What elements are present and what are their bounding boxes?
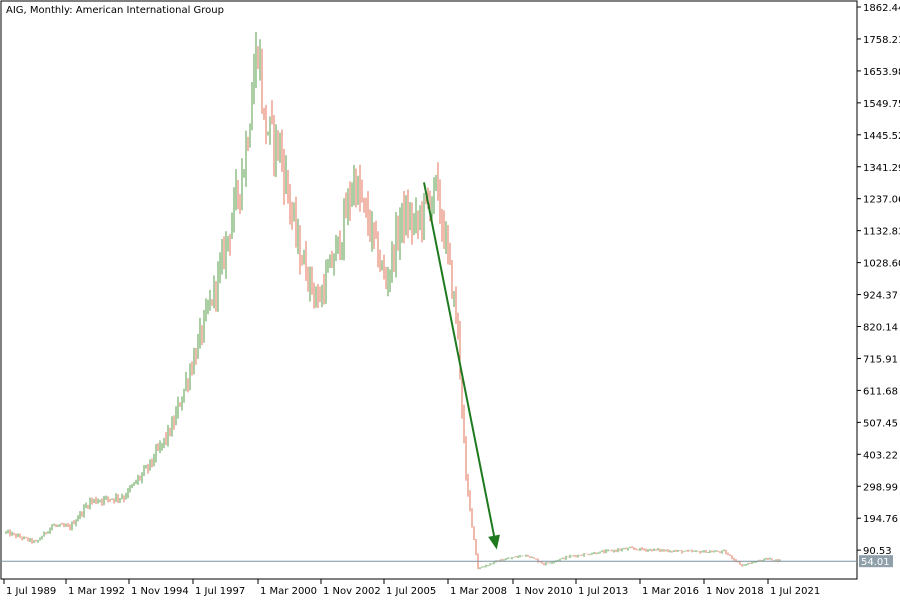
x-tick-label: 1 Jul 2005 bbox=[386, 586, 436, 597]
y-tick-label: 1445.52 bbox=[863, 131, 900, 142]
downtrend-arrow bbox=[423, 182, 500, 550]
price-tag: 54.01 bbox=[859, 555, 893, 568]
ohlc-bars bbox=[5, 31, 781, 570]
y-axis-ticks: 1862.44 1758.21 1653.98 1549.75 1445.52 1341.… bbox=[857, 3, 900, 557]
y-tick-label: 1341.29 bbox=[863, 163, 900, 174]
x-tick-label: 1 Nov 2010 bbox=[515, 586, 573, 597]
y-tick-label: 403.22 bbox=[863, 450, 898, 461]
y-tick-label: 1549.75 bbox=[863, 99, 900, 110]
x-tick-label: 1 Jul 1989 bbox=[6, 586, 56, 597]
x-tick-label: 1 Mar 2016 bbox=[642, 586, 699, 597]
x-tick-label: 1 Jul 2013 bbox=[578, 586, 628, 597]
arrow-head bbox=[488, 534, 500, 550]
y-tick-label: 1862.44 bbox=[863, 3, 900, 14]
x-tick-label: 1 Nov 1994 bbox=[131, 586, 189, 597]
x-tick-label: 1 Mar 2008 bbox=[450, 586, 507, 597]
y-tick-label: 1237.06 bbox=[863, 195, 900, 206]
x-tick-label: 1 Mar 1992 bbox=[68, 586, 125, 597]
y-tick-label: 715.91 bbox=[863, 354, 898, 365]
y-tick-label: 1653.98 bbox=[863, 67, 900, 78]
y-tick-label: 1758.21 bbox=[863, 35, 900, 46]
x-tick-label: 1 Nov 2002 bbox=[323, 586, 381, 597]
y-tick-label: 194.76 bbox=[863, 514, 898, 525]
y-tick-label: 507.45 bbox=[863, 418, 898, 429]
x-tick-label: 1 Mar 2000 bbox=[260, 586, 317, 597]
x-tick-label: 1 Nov 2018 bbox=[706, 586, 764, 597]
y-tick-label: 820.14 bbox=[863, 323, 898, 334]
price-tag-label: 54.01 bbox=[861, 557, 890, 568]
y-tick-label: 298.99 bbox=[863, 482, 898, 493]
y-tick-label: 90.53 bbox=[863, 546, 892, 557]
y-tick-label: 611.68 bbox=[863, 386, 898, 397]
y-tick-label: 1028.60 bbox=[863, 259, 900, 270]
x-tick-label: 1 Jul 2021 bbox=[770, 586, 820, 597]
x-tick-label: 1 Jul 1997 bbox=[195, 586, 245, 597]
plot-frame bbox=[0, 0, 858, 580]
y-tick-label: 1132.83 bbox=[863, 227, 900, 238]
chart-title: AIG, Monthly: American International Gro… bbox=[6, 5, 224, 16]
arrow-shaft bbox=[423, 182, 497, 546]
x-axis-ticks: 1 Jul 1989 1 Mar 1992 1 Nov 1994 1 Jul 1997… bbox=[3, 579, 820, 597]
y-tick-label: 924.37 bbox=[863, 291, 898, 302]
